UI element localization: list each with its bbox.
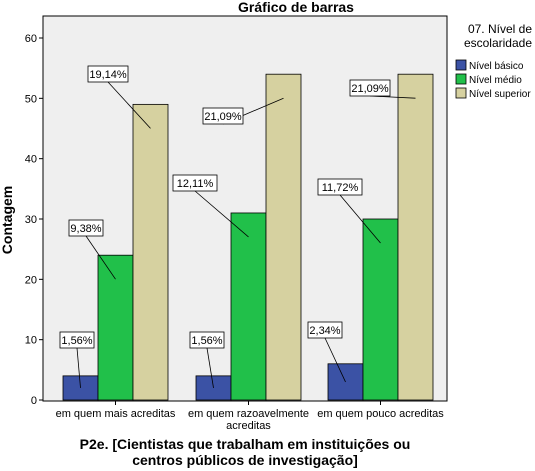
data-label-leader	[76, 347, 81, 388]
bar	[62, 375, 99, 401]
data-label: 9,38%	[70, 223, 101, 235]
y-tick-label: 50	[25, 93, 37, 105]
data-label-leader	[85, 235, 116, 280]
data-label-box	[202, 107, 244, 125]
x-tick-label: acreditas	[226, 420, 271, 432]
x-axis-title: P2e. [Cientistas que trabalham em instit…	[80, 436, 411, 468]
data-label-leader	[339, 194, 381, 244]
data-label: 19,14%	[89, 69, 127, 81]
data-label: 12,11%	[177, 178, 214, 190]
data-label: 21,09%	[204, 111, 242, 123]
y-tick-label: 20	[25, 274, 37, 286]
legend-label: Nível médio	[469, 75, 522, 86]
data-label-box	[349, 79, 391, 97]
data-label-leader	[194, 190, 249, 238]
data-label-box	[317, 178, 363, 196]
data-label-box	[189, 331, 225, 349]
legend-label: Nível superior	[469, 89, 531, 100]
data-label-box	[68, 219, 104, 237]
legend-swatch	[455, 59, 467, 71]
x-axis-labels: em quem mais acreditas em quem razoavelme…	[43, 400, 447, 432]
data-label: 1,56%	[61, 335, 92, 347]
bar	[265, 73, 302, 401]
y-tick-label: 60	[25, 33, 37, 45]
bar	[195, 375, 232, 401]
legend-swatch	[455, 87, 467, 99]
y-tick-label: 10	[25, 335, 37, 347]
data-label: 21,09%	[351, 83, 389, 95]
bar	[397, 73, 434, 401]
data-label-box	[307, 321, 343, 339]
data-label-box	[87, 65, 129, 83]
x-axis-title-line: centros públicos de investigação]	[132, 452, 358, 468]
data-label-box	[172, 174, 218, 192]
x-tick-label: em quem mais acreditas	[56, 408, 176, 420]
legend-label: Nível básico	[469, 61, 524, 72]
y-tick-label: 0	[31, 395, 37, 407]
data-label: 11,72%	[322, 182, 359, 194]
y-axis: 0 10 20 30 40 50 60	[25, 16, 44, 407]
data-label: 1,56%	[191, 335, 222, 347]
bar	[132, 103, 169, 401]
bar	[362, 218, 399, 401]
data-label-leader	[206, 347, 214, 388]
x-tick-label: em quem razoavelmente	[188, 408, 309, 420]
data-label-box	[59, 331, 95, 349]
y-tick-label: 30	[25, 214, 37, 226]
bar	[230, 212, 267, 401]
y-axis-title: Contagem	[0, 186, 15, 254]
data-label: 2,34%	[309, 325, 340, 337]
y-tick-label: 40	[25, 154, 37, 166]
data-label-leader	[324, 337, 346, 383]
chart-title: Gráfico de barras	[238, 0, 354, 15]
x-tick-label: em quem pouco acreditas	[317, 408, 444, 420]
x-axis-title-line: P2e. [Cientistas que trabalham em instit…	[80, 436, 411, 452]
bar	[97, 254, 134, 401]
bars: 1,56% 9,38% 19,14% 1,56% 12,11% 21,09% 2,34% 11…	[59, 65, 434, 401]
legend-title: escolaridade	[464, 36, 532, 50]
data-label-leader	[107, 81, 151, 129]
legend-swatch	[455, 73, 467, 85]
legend-title: 07. Nível de	[468, 22, 532, 36]
